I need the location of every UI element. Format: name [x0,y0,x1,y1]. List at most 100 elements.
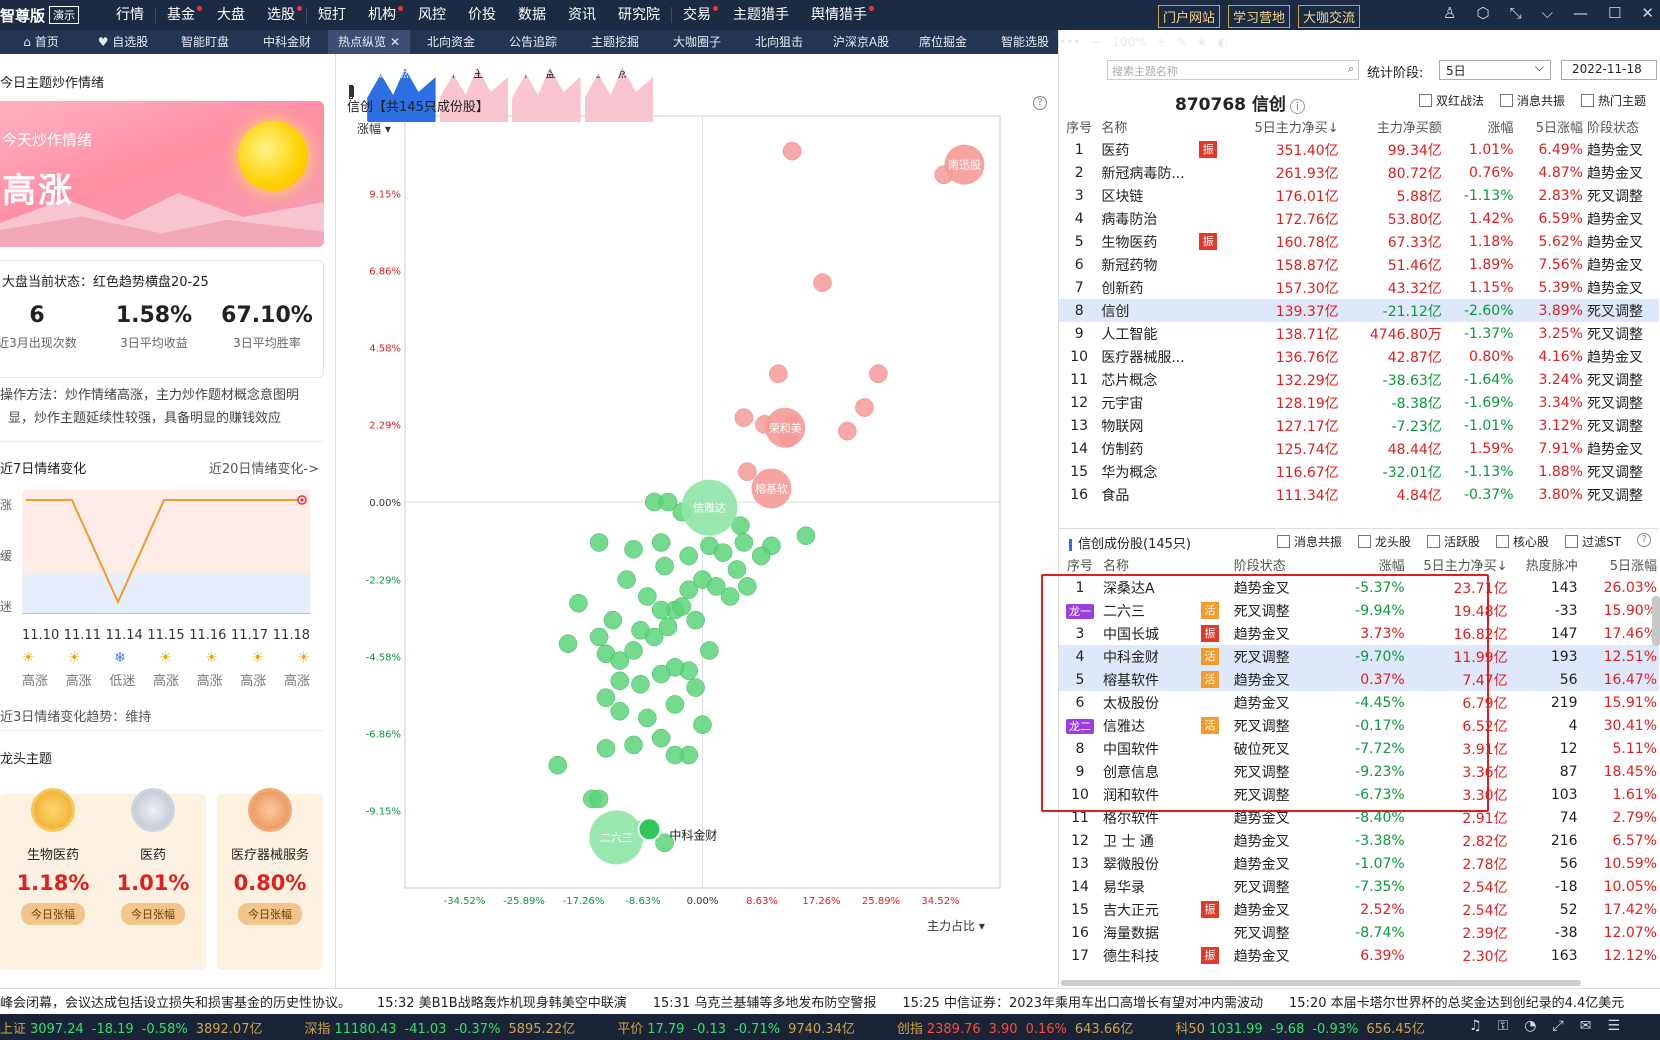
table-row[interactable]: 12 元宇宙 128.19亿 -8.38亿 -1.69% 3.34% 死叉调整 [1059,391,1659,414]
filter-checkbox[interactable]: 核心股 [1496,533,1549,550]
scatter-point[interactable] [796,526,816,545]
table-row[interactable]: 3 中国长城 振趋势金叉 3.73% 16.82亿 147 17.46% [1059,622,1659,645]
table-row[interactable]: 5 榕基软件 活趋势金叉 0.37% 7.47亿 56 16.47% [1059,668,1659,691]
checkbox-box[interactable] [1427,535,1441,548]
table-row[interactable]: 6 太极股份 趋势金叉 -4.45% 6.79亿 219 15.91% [1059,691,1659,714]
scatter-point[interactable] [651,728,671,748]
mid-tab[interactable]: 自选热点 [584,68,654,122]
menu-item[interactable]: 短打 [318,7,347,23]
labeled-bubble[interactable] [944,144,985,185]
column-header[interactable]: 5日主力净买↓ [1423,558,1508,574]
table-row[interactable]: 4 病毒防治 172.76亿 53.80亿 1.42% 6.59% 趋势金叉 [1059,207,1659,230]
column-header[interactable]: 5日主力净买↓ [1254,120,1339,136]
column-header[interactable]: 主力净买额 [1376,120,1442,136]
column-header[interactable] [1199,552,1232,576]
date-input[interactable]: 2022-11-18 [1561,60,1657,80]
tab-item[interactable]: 北向狙击 [738,30,820,54]
scatter-point[interactable] [734,533,754,552]
news-item[interactable]: 峰会闭幕，会议达成包括设立损失和损害基金的历史性协议。 [0,996,352,1011]
checkbox-box[interactable] [1496,535,1510,548]
filter-checkbox[interactable]: 热门主题 [1581,92,1646,109]
sound-icon[interactable]: ◔ [1524,1018,1537,1034]
index-item[interactable]: 上证 3097.24 -18.19 -0.58% 3892.07亿 [0,1018,266,1037]
column-header[interactable]: 名称 [1103,558,1130,574]
scatter-point[interactable] [665,695,685,714]
checkbox-box[interactable] [1277,535,1290,548]
top-link[interactable]: 学习营地 [1227,5,1290,28]
table-row[interactable]: 13 物联网 127.17亿 -7.23亿 -1.01% 3.12% 死叉调整 [1059,414,1659,437]
scatter-point[interactable] [624,539,643,559]
scatter-point[interactable] [838,421,857,441]
h-scrollbar[interactable] [1061,980,1581,986]
table-row[interactable]: 7 创新药 157.30亿 43.32亿 1.15% 5.39% 趋势金叉 [1059,276,1659,299]
table-row[interactable]: 15 华为概念 116.67亿 -32.01亿 -1.13% 1.88% 死叉调整 [1059,460,1659,483]
menu-item[interactable]: 主题猎手 [733,7,790,23]
top-link[interactable]: 门户网站 [1157,5,1220,28]
scatter-point[interactable] [603,610,623,630]
table-row[interactable]: 16 食品 111.34亿 4.84亿 -0.37% 3.80% 死叉调整 [1059,483,1659,506]
scatter-point[interactable] [569,593,588,613]
stage-select[interactable]: 5日 [1439,60,1551,80]
labeled-bubble[interactable] [751,468,792,509]
news-item[interactable]: 15:31 乌克兰基辅等多地发布防空警报 [652,996,877,1011]
menu-item[interactable]: 交易 [672,0,722,30]
filter-checkbox[interactable]: 双红战法 [1419,92,1484,109]
star-icon[interactable]: ★ [1196,35,1208,49]
scatter-point[interactable] [596,688,616,707]
x-axis-label[interactable]: 主力占比 ▾ [927,918,985,933]
news-ticker[interactable]: 峰会闭幕，会议达成包括设立损失和损害基金的历史性协议。 15:32 美B1B战略轰… [0,988,1660,1014]
shrink-icon[interactable]: ⤡ [1509,4,1522,22]
scatter-point[interactable] [658,492,678,512]
scatter-point[interactable] [610,701,630,721]
scatter-point[interactable] [558,634,578,653]
message-icon[interactable]: ✉ [1579,1018,1592,1034]
table-row[interactable]: 8 信创 139.37亿 -21.12亿 -2.60% 3.89% 死叉调整 [1059,299,1659,322]
demo-badge[interactable]: 演示 [49,6,80,24]
bubble-chart[interactable]: 9.15% 6.86% 4.58% 2.29% 0.00% -2.29% -4.58% -6.… [337,54,1057,988]
scatter-point[interactable] [738,577,757,596]
table-row[interactable]: 9 创意信息 死叉调整 -9.23% 3.36亿 87 18.45% [1059,760,1659,783]
table-row[interactable]: 10 润和软件 死叉调整 -6.73% 3.30亿 103 1.61% [1059,783,1659,806]
scatter-point[interactable] [589,627,609,647]
tab-item[interactable]: 智能盯盘 [164,30,246,54]
scatter-point[interactable] [624,735,643,755]
news-item[interactable]: 15:32 美B1B战略轰炸机现身韩美空中联演 [377,996,627,1011]
tab-item[interactable]: 席位掘金 [902,30,984,54]
table-row[interactable]: 10 医疗器械服... 136.76亿 42.87亿 0.80% 4.16% 趋势金叉 [1059,345,1659,368]
scatter-point[interactable] [679,546,698,566]
scatter-point[interactable] [665,745,685,765]
table-row[interactable]: 11 格尔软件 趋势金叉 -8.40% 2.91亿 74 2.79% [1059,806,1659,829]
tab-item[interactable]: 沪深京A股 [820,30,902,54]
tab-item[interactable]: 主题挖掘 [574,30,656,54]
scatter-point[interactable] [720,587,740,606]
menu-item[interactable]: 大盘 [217,7,246,23]
table-row[interactable]: 14 仿制药 125.74亿 48.44亿 1.59% 7.91% 趋势金叉 [1059,437,1659,460]
filter-checkbox[interactable]: 消息共振 [1277,533,1342,550]
lock-icon[interactable]: ⚿ [1497,1018,1509,1034]
checkbox-box[interactable] [1565,535,1579,548]
table-row[interactable]: 17 德生科技 振趋势金叉 6.39% 2.30亿 163 12.12% [1059,944,1659,967]
news-item[interactable]: 15:25 中信证券：2023年乘用车出口高增长有望对冲内需波动 [902,996,1264,1011]
table-row[interactable]: 2 新冠病毒防... 261.93亿 80.72亿 0.76% 4.87% 趋势金叉 [1059,161,1659,184]
scatter-point[interactable] [624,641,643,660]
index-item[interactable]: 科50 1031.99 -9.68 -0.93% 656.45亿 [1175,1018,1428,1037]
scatter-point[interactable] [693,715,712,734]
menu-icon[interactable]: ☰ [1607,1018,1620,1034]
column-header[interactable]: 序号 [1066,120,1093,136]
scatter-point[interactable] [589,789,609,809]
table-row[interactable]: 5 生物医药 振 160.78亿 67.33亿 1.18% 5.62% 趋势金叉 [1059,230,1659,253]
scatter-point[interactable] [658,617,678,637]
scatter-point[interactable] [700,641,719,660]
scatter-point[interactable] [707,577,726,596]
scatter-point[interactable] [655,833,674,853]
scatter-point[interactable] [617,570,636,589]
bell-icon[interactable]: ♫ [1469,1018,1482,1034]
search-icon[interactable]: ⌕ [1347,62,1354,75]
tab-item[interactable]: 北向资金 [410,30,492,54]
scatter-point[interactable] [751,546,771,566]
scatter-point[interactable] [548,755,567,775]
minimize-icon[interactable]: — [1572,4,1588,22]
table-row[interactable]: 11 芯片概念 132.29亿 -38.63亿 -1.64% 3.24% 死叉调整 [1059,368,1659,391]
scatter-point[interactable] [713,543,733,562]
expand-icon[interactable]: ⤢ [1552,1018,1564,1034]
